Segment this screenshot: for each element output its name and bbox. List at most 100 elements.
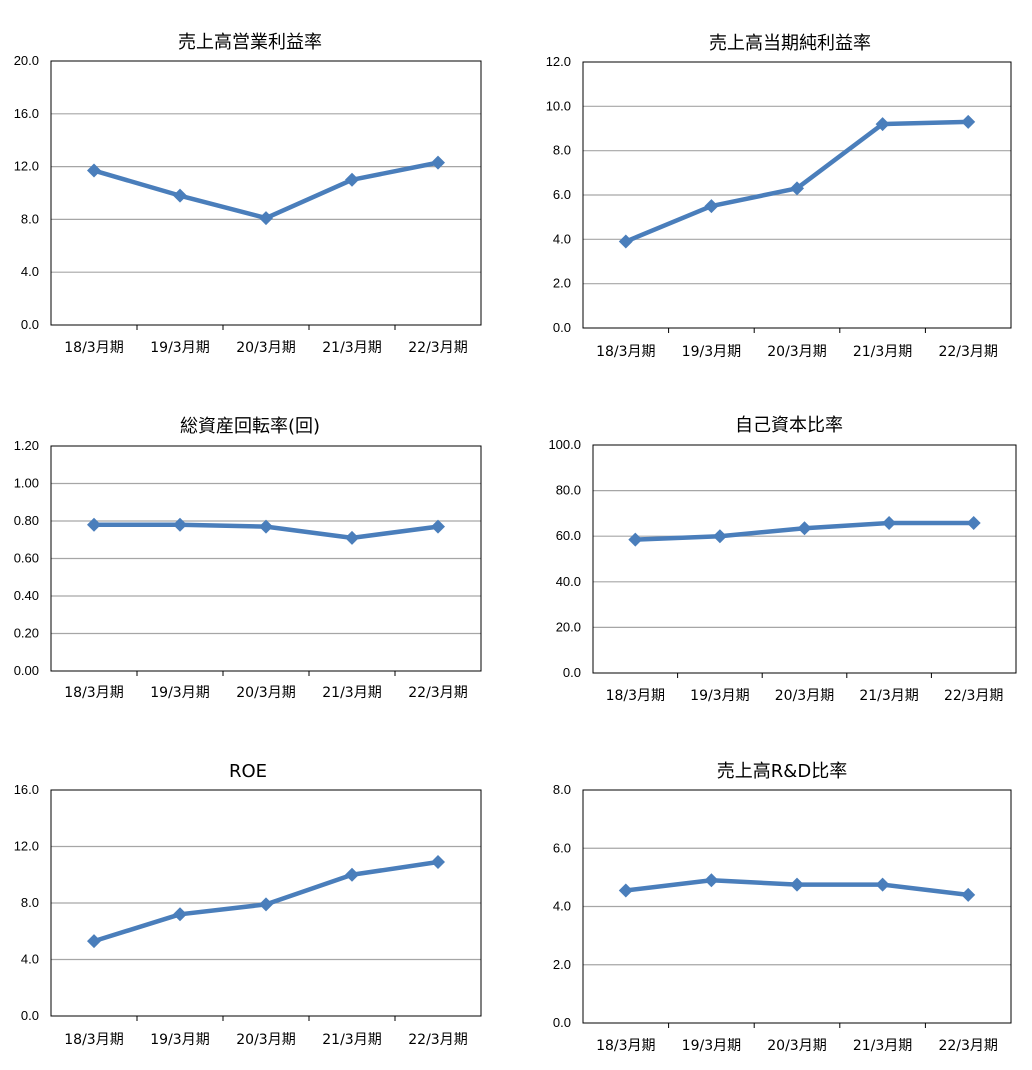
data-point (173, 517, 187, 532)
x-tick-label: 22/3月期 (408, 685, 467, 701)
x-tick-label: 20/3月期 (767, 344, 826, 360)
y-tick-label: 1.20 (14, 438, 39, 453)
data-point (628, 532, 643, 547)
x-tick-label: 20/3月期 (236, 1032, 295, 1048)
plot-frame (50, 60, 482, 326)
y-tick-label: 20.0 (556, 619, 581, 634)
x-tick-label: 18/3月期 (64, 1032, 123, 1048)
data-point (875, 117, 890, 132)
chart-title: 総資産回転率(回) (180, 416, 320, 437)
data-point (704, 199, 719, 214)
data-point (961, 114, 976, 129)
x-tick-label: 20/3月期 (236, 685, 295, 701)
chart-title: ROE (229, 761, 267, 782)
y-tick-label: 12.0 (546, 54, 571, 69)
x-tick-label: 18/3月期 (596, 1038, 655, 1054)
data-point (87, 163, 101, 178)
y-tick-label: 0.00 (14, 663, 39, 678)
y-tick-label: 12.0 (14, 159, 39, 174)
chart-c6: 0.0 2.0 4.0 6.0 8.0 18/3月期 19/3月期 20/3月期 21/3月期 2… (553, 761, 1012, 1054)
data-point (87, 934, 101, 949)
chart-c4: 0.0 20.0 40.0 60.0 80.0 100.0 18/3月期 19/3月期 20/3… (548, 415, 1017, 704)
x-tick-label: 22/3月期 (938, 344, 997, 360)
data-point (173, 907, 187, 922)
plot-frame (592, 444, 1017, 674)
chart-c2: 0.0 2.0 4.0 6.0 8.0 10.0 12.0 18/3月期 19/3月期 20/3月… (546, 33, 1012, 360)
x-tick-label: 18/3月期 (606, 688, 665, 704)
data-point (345, 530, 359, 545)
x-tick-label: 19/3月期 (690, 688, 749, 704)
x-tick-label: 22/3月期 (408, 340, 467, 356)
data-point (259, 211, 273, 226)
series-line (93, 160, 439, 221)
y-tick-label: 8.0 (553, 143, 571, 158)
data-point (431, 155, 445, 170)
data-point (797, 521, 812, 536)
data-point (961, 887, 976, 902)
data-point (875, 877, 890, 892)
data-point (704, 873, 719, 888)
y-tick-label: 0.60 (14, 551, 39, 566)
y-tick-label: 6.0 (553, 187, 571, 202)
x-tick-label: 22/3月期 (938, 1038, 997, 1054)
data-point (87, 517, 101, 532)
chart-title: 売上高R&D比率 (717, 761, 847, 782)
y-tick-label: 1.00 (14, 476, 39, 491)
chart-c1: 0.0 4.0 8.0 12.0 16.0 20.0 18/3月期 19/3月期 20/3月期 2… (14, 32, 482, 356)
y-tick-label: 4.0 (553, 231, 571, 246)
x-tick-label: 18/3月期 (596, 344, 655, 360)
chart-c3: 0.00 0.20 0.40 0.60 0.80 1.00 1.20 18/3月期 19/3月期… (14, 416, 482, 701)
x-tick-label: 19/3月期 (682, 344, 741, 360)
y-tick-label: 0.40 (14, 588, 39, 603)
chart-c5: 0.0 4.0 8.0 12.0 16.0 18/3月期 19/3月期 20/3月期 21/3月… (14, 761, 482, 1048)
plot-frame (50, 445, 482, 672)
data-point (882, 515, 897, 530)
x-tick-label: 21/3月期 (322, 1032, 381, 1048)
y-tick-label: 16.0 (14, 782, 39, 797)
x-tick-label: 22/3月期 (408, 1032, 467, 1048)
y-tick-label: 0.0 (553, 1015, 571, 1030)
y-tick-label: 20.0 (14, 53, 39, 68)
x-tick-label: 20/3月期 (775, 688, 834, 704)
chart-title: 売上高営業利益率 (178, 32, 322, 53)
y-tick-label: 8.0 (21, 895, 39, 910)
x-tick-label: 22/3月期 (944, 688, 1003, 704)
plot-frame (582, 789, 1012, 1024)
x-tick-label: 19/3月期 (150, 685, 209, 701)
data-point (618, 883, 633, 898)
y-tick-label: 40.0 (556, 574, 581, 589)
y-tick-label: 4.0 (21, 952, 39, 967)
x-tick-label: 21/3月期 (853, 344, 912, 360)
plot-frame (582, 61, 1012, 329)
y-tick-label: 12.0 (14, 839, 39, 854)
y-tick-label: 6.0 (553, 840, 571, 855)
data-point (345, 172, 359, 187)
x-tick-label: 20/3月期 (236, 340, 295, 356)
x-tick-label: 19/3月期 (682, 1038, 741, 1054)
y-tick-label: 0.0 (21, 1008, 39, 1023)
x-tick-label: 18/3月期 (64, 685, 123, 701)
x-tick-label: 21/3月期 (322, 685, 381, 701)
x-tick-label: 21/3月期 (322, 340, 381, 356)
y-tick-label: 0.80 (14, 513, 39, 528)
y-tick-label: 0.20 (14, 626, 39, 641)
y-tick-label: 100.0 (548, 437, 581, 452)
y-tick-label: 4.0 (553, 899, 571, 914)
y-tick-label: 8.0 (553, 782, 571, 797)
data-point (618, 234, 633, 249)
y-tick-label: 16.0 (14, 106, 39, 121)
y-tick-label: 0.0 (553, 320, 571, 335)
y-tick-label: 80.0 (556, 483, 581, 498)
y-tick-label: 0.0 (563, 665, 581, 680)
data-point (966, 515, 981, 530)
y-tick-label: 4.0 (21, 264, 39, 279)
plot-frame (50, 789, 482, 1017)
x-tick-label: 19/3月期 (150, 1032, 209, 1048)
y-tick-label: 2.0 (553, 957, 571, 972)
data-point (790, 181, 804, 196)
data-point (259, 519, 273, 534)
chart-title: 自己資本比率 (735, 415, 843, 436)
data-point (173, 188, 187, 203)
y-tick-label: 8.0 (21, 211, 39, 226)
